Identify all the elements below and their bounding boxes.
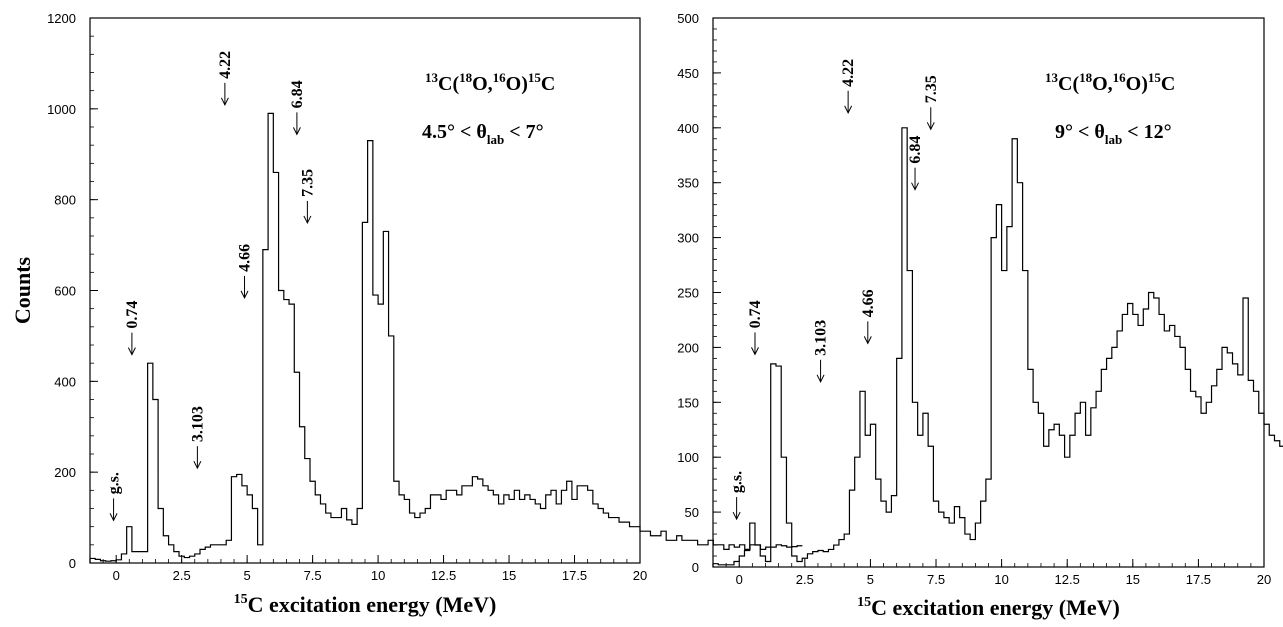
- peak-arrow-head: [911, 182, 919, 191]
- y-tick-label: 0: [69, 556, 76, 571]
- peak-label: 6.84: [289, 80, 306, 108]
- y-tick-label: 1200: [47, 11, 76, 26]
- y-tick-label: 1000: [47, 102, 76, 117]
- y-tick-label: 500: [677, 11, 699, 26]
- x-tick-label: 17.5: [562, 568, 587, 583]
- y-tick-label: 200: [54, 465, 76, 480]
- x-tick-label: 0: [736, 572, 743, 587]
- peak-arrow-head: [926, 122, 935, 131]
- y-tick-label: 150: [677, 395, 699, 410]
- reaction-label: 13C(18O,16O)15C: [425, 70, 555, 95]
- y-axis-label: Counts: [10, 256, 35, 324]
- x-axis-label: 15C excitation energy (MeV): [234, 592, 497, 617]
- y-tick-label: 0: [692, 560, 699, 575]
- x-tick-label: 7.5: [927, 572, 945, 587]
- peak-arrow-head: [844, 105, 853, 114]
- y-tick-label: 100: [677, 450, 699, 465]
- peak-arrow-head: [109, 513, 118, 522]
- y-tick-label: 400: [54, 374, 76, 389]
- y-tick-label: 300: [677, 231, 699, 246]
- peak-arrow-head: [220, 97, 229, 106]
- x-axis-label: 15C excitation energy (MeV): [857, 595, 1120, 620]
- plot-frame: [89, 17, 641, 564]
- peak-label: g.s.: [106, 472, 123, 494]
- y-tick-label: 50: [685, 505, 699, 520]
- peak-label: 0.74: [124, 301, 141, 329]
- y-tick-label: 800: [54, 193, 76, 208]
- y-tick-label: 350: [677, 176, 699, 191]
- plot-frame: [712, 17, 1265, 568]
- angle-range-label: 9° < θlab < 12°: [1055, 121, 1172, 147]
- x-tick-label: 5: [244, 568, 251, 583]
- peak-label: 4.22: [217, 51, 234, 79]
- peak-label: 4.66: [237, 244, 254, 272]
- y-tick-label: 200: [677, 340, 699, 355]
- peak-label: 6.84: [907, 136, 924, 164]
- peak-arrow-head: [863, 336, 872, 345]
- x-tick-label: 10: [994, 572, 1008, 587]
- peak-label: 3.103: [813, 320, 830, 356]
- x-tick-label: 2.5: [796, 572, 814, 587]
- histogram-line: [712, 127, 1283, 567]
- peak-label: 4.66: [860, 289, 877, 317]
- y-tick-label: 400: [677, 121, 699, 136]
- x-tick-label: 12.5: [431, 568, 456, 583]
- y-tick-label: 250: [677, 286, 699, 301]
- peak-arrow-head: [732, 511, 741, 521]
- x-tick-label: 17.5: [1186, 572, 1211, 587]
- peak-arrow-head: [303, 215, 312, 225]
- y-tick-label: 600: [54, 284, 76, 299]
- angle-range-label: 4.5° < θlab < 7°: [422, 121, 544, 147]
- peak-label: 7.35: [299, 169, 316, 197]
- x-tick-label: 10: [371, 568, 385, 583]
- y-tick-label: 450: [677, 66, 699, 81]
- x-tick-label: 20: [633, 568, 647, 583]
- peak-label: 3.103: [189, 406, 206, 442]
- peak-arrow-head: [816, 374, 825, 383]
- peak-arrow-head: [193, 460, 202, 470]
- peak-label: 4.22: [840, 59, 857, 87]
- peak-arrow-head: [240, 290, 249, 299]
- x-tick-label: 7.5: [304, 568, 322, 583]
- histogram-line: [89, 112, 803, 563]
- right-spectrum-panel: 0 2.5 5 7.5 10 12.5 15 17.5 20050100150200250300…: [677, 11, 1283, 620]
- peak-label: 7.35: [923, 75, 940, 103]
- x-tick-label: 15: [502, 568, 516, 583]
- peak-label: 0.74: [747, 300, 764, 328]
- x-tick-label: 5: [867, 572, 874, 587]
- peak-arrow-head: [127, 347, 136, 356]
- x-tick-label: 15: [1126, 572, 1140, 587]
- x-tick-label: 20: [1257, 572, 1271, 587]
- left-spectrum-panel: 0 2.5 5 7.5 10 12.5 15 17.5 20020040060080010001…: [10, 11, 803, 617]
- x-tick-label: 12.5: [1055, 572, 1080, 587]
- peak-arrow-head: [292, 127, 301, 136]
- x-tick-label: 2.5: [173, 568, 191, 583]
- peak-label: g.s.: [729, 471, 746, 493]
- peak-arrow-head: [751, 347, 759, 356]
- reaction-label: 13C(18O,16O)15C: [1045, 70, 1175, 95]
- x-tick-label: 0: [113, 568, 120, 583]
